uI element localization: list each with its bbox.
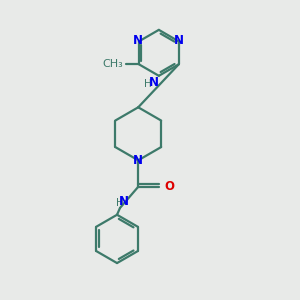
Text: N: N (134, 34, 143, 47)
Text: N: N (174, 34, 184, 47)
Text: CH₃: CH₃ (102, 59, 123, 69)
Text: O: O (165, 180, 175, 193)
Text: N: N (118, 195, 128, 208)
Text: N: N (133, 154, 143, 167)
Text: H: H (144, 79, 152, 89)
Text: H: H (116, 198, 123, 208)
Text: N: N (149, 76, 159, 89)
